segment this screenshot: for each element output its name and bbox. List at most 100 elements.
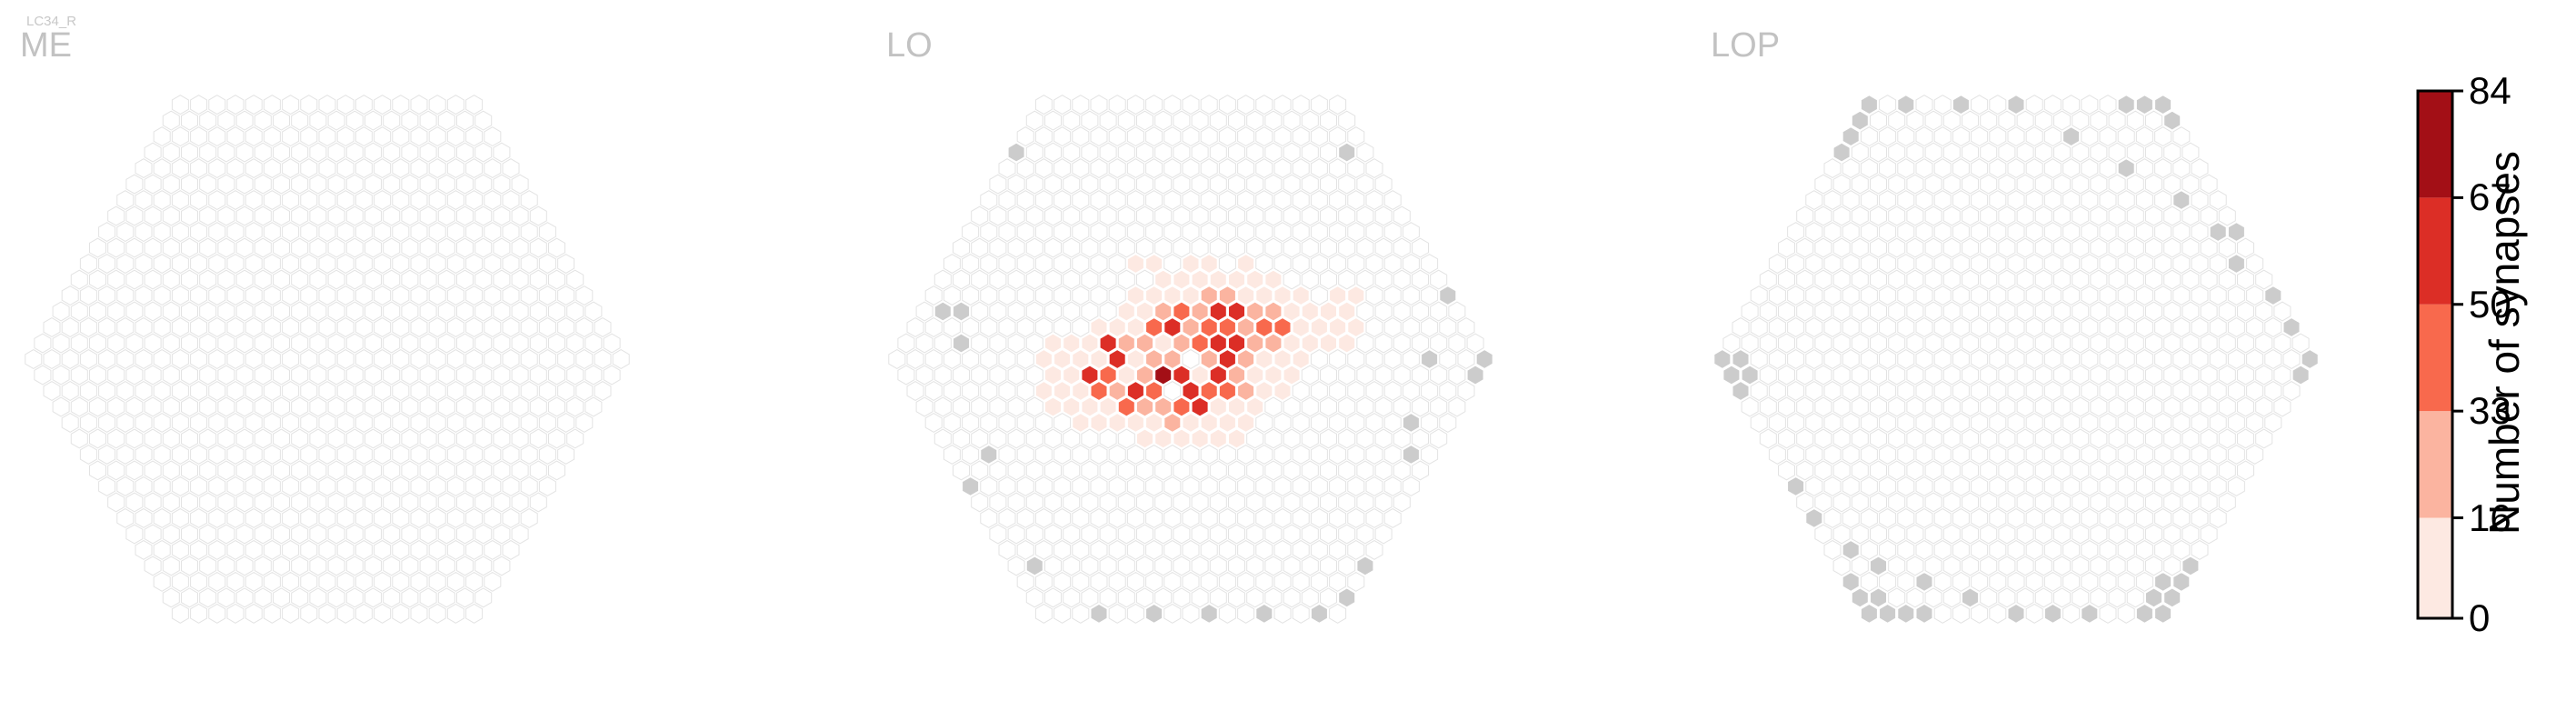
hex-cell <box>254 205 272 226</box>
hex-cell <box>2016 269 2034 290</box>
hex-cell <box>2062 317 2081 337</box>
hex-cell <box>1842 254 1860 274</box>
hex-cell <box>392 540 410 560</box>
hex-cell <box>1347 476 1365 496</box>
hex-cell <box>98 317 116 337</box>
hex-cell <box>1879 158 1897 178</box>
hex-cell <box>465 158 484 178</box>
hex-cell <box>1081 428 1099 449</box>
hex-cell <box>2081 508 2099 528</box>
hex-cell <box>1942 556 1961 576</box>
hex-cell <box>906 349 924 369</box>
hex-cell <box>1255 476 1273 496</box>
hex-cell <box>1025 524 1043 545</box>
hex-cell <box>345 587 364 608</box>
hex-cell <box>1897 285 1915 305</box>
hex-cell <box>2117 95 2135 115</box>
hex-cell <box>2182 365 2200 386</box>
hex-cell <box>1117 333 1135 354</box>
hex-cell <box>327 301 345 322</box>
hex-cell <box>235 524 254 545</box>
hex-cell <box>428 540 446 560</box>
hex-cell <box>1860 476 1878 496</box>
hex-cell <box>1016 158 1034 178</box>
hex-cell <box>2144 556 2163 576</box>
hex-cell <box>2099 222 2117 242</box>
hex-cell <box>410 572 428 592</box>
hex-cell <box>1365 540 1383 560</box>
hex-cell <box>2218 460 2236 481</box>
hex-cell <box>952 301 971 322</box>
hex-cell <box>538 222 556 242</box>
hex-cell <box>1108 572 1126 592</box>
hex-cell <box>1255 190 1273 210</box>
hex-cell <box>1034 445 1053 465</box>
hex-cell <box>1869 174 1888 195</box>
hex-cell <box>1814 174 1832 195</box>
hex-cell <box>199 396 217 417</box>
hex-cell <box>566 365 584 386</box>
hex-cell <box>998 317 1016 337</box>
hex-cell <box>327 587 345 608</box>
hex-cell <box>263 603 281 624</box>
hex-cell <box>1365 317 1383 337</box>
hex-cell <box>437 269 455 290</box>
hex-cell <box>962 349 980 369</box>
hex-cell <box>520 317 538 337</box>
hex-cell <box>1255 95 1273 115</box>
hex-cell <box>1099 142 1117 163</box>
hex-cell <box>1402 413 1420 433</box>
hex-cell <box>235 365 254 386</box>
hex-cell <box>1209 110 1227 131</box>
hex-cell <box>180 524 199 545</box>
hex-cell <box>1805 476 1823 496</box>
hex-cell <box>318 476 336 496</box>
hex-cell <box>1081 110 1099 131</box>
hex-cell <box>392 508 410 528</box>
hex-cell <box>226 540 245 560</box>
hex-cell <box>1034 317 1053 337</box>
hex-cell <box>374 508 392 528</box>
hex-cell <box>125 174 144 195</box>
hex-cell <box>199 587 217 608</box>
hex-cell <box>1961 174 1980 195</box>
hex-cell <box>502 349 520 369</box>
hex-cell <box>1319 142 1338 163</box>
hex-cell <box>226 222 245 242</box>
hex-cell <box>419 460 437 481</box>
hex-cell <box>1961 269 1980 290</box>
hex-cell <box>952 428 971 449</box>
hex-cell <box>2236 301 2255 322</box>
hex-cell <box>2236 428 2255 449</box>
hex-cell <box>2072 460 2090 481</box>
hex-cell <box>1888 460 1906 481</box>
hex-cell <box>2191 540 2209 560</box>
hex-cell <box>2052 205 2072 226</box>
hex-cell <box>1246 237 1264 258</box>
hex-cell <box>2090 492 2108 513</box>
hex-cell <box>1209 269 1227 290</box>
hex-cell <box>1283 556 1301 576</box>
hex-cell <box>1310 158 1328 178</box>
hex-cell <box>943 381 961 401</box>
hex-cell <box>374 476 392 496</box>
hex-cell <box>410 222 428 242</box>
hex-cell <box>1053 254 1072 274</box>
hex-cell <box>88 428 107 449</box>
hex-cell <box>2135 540 2153 560</box>
hex-cell <box>2144 587 2163 608</box>
hex-cell <box>1842 445 1860 465</box>
hex-cell <box>1421 445 1439 465</box>
hex-cell <box>162 365 180 386</box>
hex-cell <box>446 126 464 146</box>
hex-cell <box>1034 476 1053 496</box>
hex-cell <box>1971 285 1989 305</box>
hex-cell <box>1090 572 1108 592</box>
hex-cell <box>1016 317 1034 337</box>
hex-cell <box>70 333 88 354</box>
hex-cell <box>484 508 502 528</box>
hex-cell <box>1897 317 1915 337</box>
hex-cell <box>1805 445 1823 465</box>
hex-cell <box>446 413 464 433</box>
hex-cell <box>1237 349 1255 369</box>
